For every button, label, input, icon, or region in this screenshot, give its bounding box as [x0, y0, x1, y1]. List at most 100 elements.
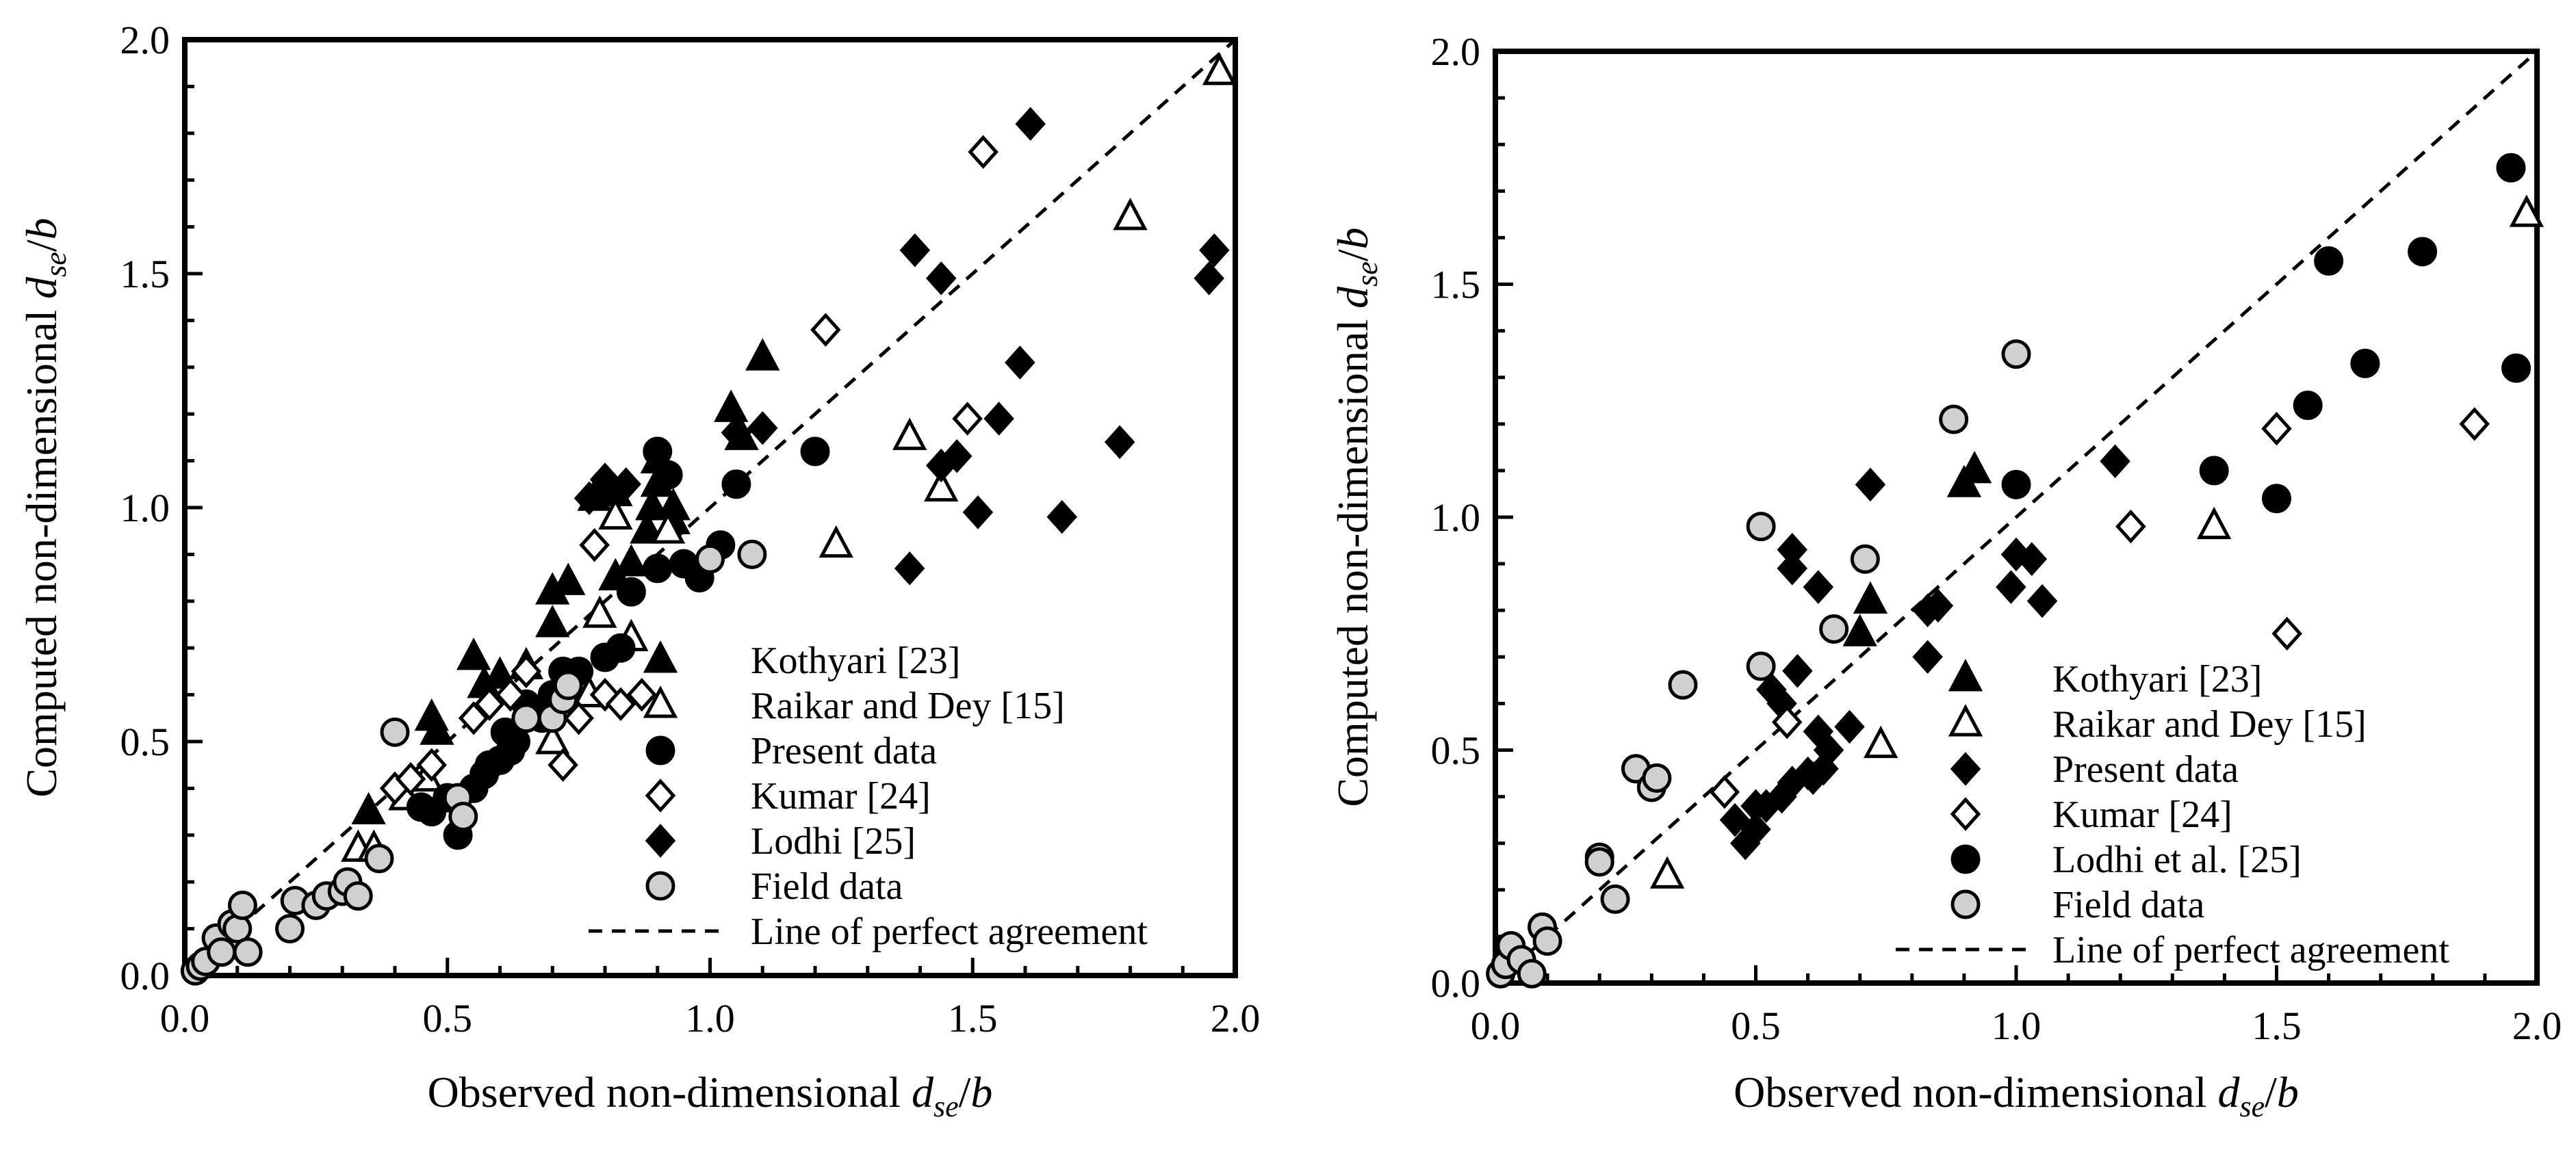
series-field-data: [1486, 339, 2031, 989]
y-tick-label: 0.0: [1431, 961, 1481, 1006]
y-tick-label: 2.0: [1431, 29, 1481, 74]
data-point: [458, 701, 489, 735]
x-axis-title: Observed non-dimensional dse/b: [1734, 1068, 2299, 1123]
data-point: [2001, 339, 2031, 369]
data-point: [721, 469, 751, 499]
data-point: [1957, 451, 1992, 484]
legend-marker: [1948, 659, 1983, 692]
series-present-data: [406, 436, 830, 850]
data-point: [1199, 233, 1230, 267]
data-point: [535, 722, 570, 755]
data-point: [2314, 246, 2344, 276]
data-point: [1104, 425, 1135, 459]
data-point: [1813, 733, 1844, 768]
legend: Kothyari [23]Raikar and Dey [15]Present …: [589, 640, 1148, 953]
data-point: [380, 717, 410, 747]
data-point: [207, 937, 237, 967]
data-point: [2026, 584, 2058, 618]
data-point: [474, 687, 505, 722]
legend-label: Field data: [751, 865, 903, 908]
x-tick-label: 2.0: [1211, 996, 1261, 1040]
data-point: [714, 389, 749, 422]
legend-marker: [1950, 797, 1981, 831]
data-point: [2261, 411, 2292, 446]
data-point: [2496, 153, 2526, 183]
series-present-data: [1719, 444, 2130, 861]
legend-marker: [1950, 844, 1981, 874]
data-point: [1996, 570, 2026, 604]
data-point: [511, 703, 541, 733]
x-tick-label: 1.5: [2252, 1004, 2302, 1048]
data-point: [1777, 532, 1808, 567]
data-point: [1113, 198, 1148, 231]
legend-label: Present data: [751, 730, 937, 772]
data-point: [482, 656, 517, 689]
y-tick-label: 0.5: [1431, 729, 1481, 773]
data-point: [420, 712, 454, 745]
series-lodhi-et-al-25: [2001, 153, 2532, 514]
data-point: [1922, 588, 1954, 623]
data-point: [351, 791, 386, 825]
x-axis-title: Observed non-dimensional dse/b: [428, 1068, 993, 1123]
data-point: [892, 417, 927, 450]
data-point: [2293, 391, 2323, 421]
y-tick-label: 1.0: [120, 486, 170, 530]
data-point: [1939, 404, 1969, 434]
data-point: [894, 551, 925, 586]
legend-label: Raikar and Dey [15]: [751, 685, 1065, 727]
legend-marker: [645, 735, 675, 765]
legend-marker: [645, 778, 676, 813]
data-point: [2199, 456, 2229, 486]
data-point: [2100, 444, 2130, 479]
data-point: [1600, 884, 1630, 914]
data-point: [1046, 499, 1077, 534]
legend-label: Lodhi et al. [25]: [2052, 839, 2302, 881]
y-axis-title: Computed non-dimensional dse/b: [1328, 227, 1384, 807]
y-tick-label: 1.5: [1431, 263, 1481, 307]
data-point: [2016, 542, 2048, 577]
legend-label: Field data: [2052, 884, 2205, 926]
x-tick-label: 2.0: [2512, 1004, 2562, 1048]
data-point: [1746, 651, 1776, 681]
data-point: [589, 462, 621, 497]
data-point: [605, 687, 636, 722]
data-point: [1803, 570, 1834, 604]
data-point: [2271, 616, 2302, 651]
series-field-data: [180, 539, 767, 986]
data-point: [501, 726, 531, 757]
data-point: [511, 654, 542, 689]
data-point: [456, 637, 491, 670]
legend-label: Present data: [2052, 748, 2239, 791]
data-point: [614, 544, 649, 577]
data-point: [634, 488, 670, 521]
data-point: [2197, 506, 2232, 540]
series-lodhi-25: [574, 107, 1230, 586]
data-point: [2509, 194, 2544, 227]
legend-label: Raikar and Dey [15]: [2052, 703, 2367, 746]
x-tick-label: 0.0: [160, 996, 210, 1040]
data-point: [1819, 614, 1849, 644]
data-point: [650, 511, 686, 544]
data-point: [983, 402, 1014, 436]
data-point: [2501, 353, 2532, 383]
data-point: [1532, 926, 1562, 956]
data-point: [610, 467, 641, 501]
data-point: [395, 761, 426, 796]
data-point: [941, 439, 973, 473]
data-point: [747, 410, 778, 445]
data-point: [1853, 581, 1888, 614]
perfect-agreement-line: [183, 38, 1237, 977]
data-point: [924, 469, 959, 502]
data-point: [643, 553, 673, 584]
x-tick-label: 1.0: [1992, 1004, 2042, 1048]
legend-label: Kumar [24]: [751, 775, 931, 817]
legend-marker: [1950, 889, 1981, 919]
data-point: [1777, 551, 1808, 586]
data-point: [962, 495, 994, 529]
data-point: [1850, 544, 1880, 574]
data-point: [1740, 812, 1771, 847]
y-tick-label: 1.5: [120, 252, 170, 296]
data-point: [1584, 847, 1614, 877]
y-tick-label: 0.0: [120, 954, 170, 998]
data-point: [548, 748, 578, 782]
